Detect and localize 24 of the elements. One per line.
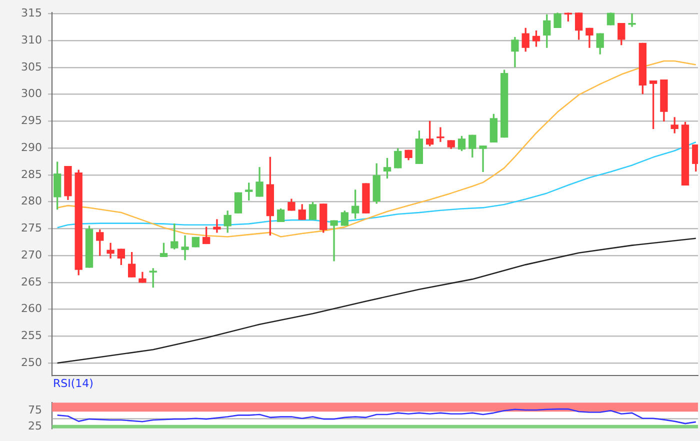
chart-title: RSI(14) (53, 377, 94, 390)
candlestick (213, 219, 221, 233)
y-tick-label: 285 (21, 168, 42, 181)
y-tick-label: 295 (21, 114, 42, 128)
y-tick-label: 275 (21, 222, 42, 235)
y-tick-label: 280 (21, 194, 42, 208)
candlestick (436, 127, 444, 142)
y-tick-label: 305 (21, 60, 42, 74)
candlestick (628, 13, 636, 27)
y-tick-label: 75 (28, 404, 42, 417)
y-tick-label: 260 (21, 302, 42, 316)
y-tick-label: 270 (21, 248, 42, 262)
candlestick (330, 220, 338, 262)
y-tick-label: 25 (28, 420, 42, 433)
candlestick (479, 146, 487, 172)
y-tick-label: 310 (21, 33, 42, 46)
y-tick-label: 290 (21, 140, 42, 154)
candlestick (106, 242, 114, 259)
y-tick-label: 315 (21, 6, 42, 20)
y-tick-label: 255 (21, 329, 42, 342)
y-tick-label: 300 (21, 87, 42, 100)
candlestick (181, 235, 189, 260)
y-tick-label: 265 (21, 275, 42, 288)
y-tick-label: 250 (21, 356, 42, 369)
